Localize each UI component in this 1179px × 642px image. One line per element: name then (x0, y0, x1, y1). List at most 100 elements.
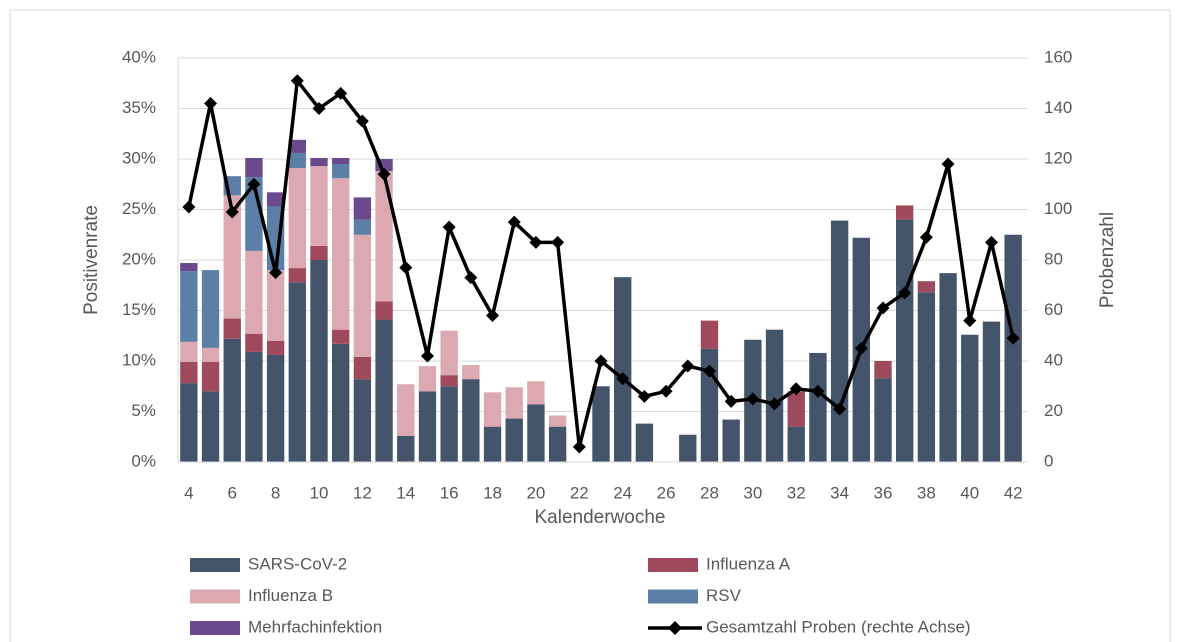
bar-segment (288, 268, 306, 283)
bar-segment (592, 386, 610, 462)
line-marker (898, 286, 912, 300)
x-tick-label: 16 (440, 483, 459, 502)
x-tick-label: 4 (184, 483, 193, 502)
bar-segment (787, 391, 805, 427)
y-tick-label: 30% (122, 148, 156, 167)
bar-segment (397, 384, 415, 436)
bar-segment (266, 354, 285, 462)
bar-segment (874, 378, 892, 462)
x-tick-label: 40 (960, 483, 979, 502)
line-marker (225, 205, 239, 219)
bar-segment (830, 220, 849, 462)
legend-swatch (648, 558, 698, 572)
line-marker (334, 86, 348, 100)
bar-segment (527, 381, 545, 405)
x-tick-label: 12 (353, 483, 372, 502)
y2-tick-label: 20 (1044, 401, 1063, 420)
bar-segment (266, 340, 285, 355)
bar-segment (332, 329, 350, 344)
line-marker (724, 394, 738, 408)
y2-tick-label: 40 (1044, 350, 1063, 369)
bar-segment (548, 426, 567, 462)
line-marker (1006, 331, 1020, 345)
bar-segment (917, 281, 936, 293)
line-marker (486, 309, 500, 323)
bar-segment (353, 234, 372, 357)
bar-segment (353, 219, 372, 235)
y-tick-label: 40% (122, 47, 156, 66)
line-marker (637, 389, 651, 403)
line-marker (442, 220, 456, 234)
bar-segment (418, 391, 437, 462)
bar-segment (288, 282, 306, 462)
x-tick-label: 34 (830, 483, 849, 502)
bar-segment (787, 426, 805, 462)
bar-segment (245, 333, 263, 352)
y-tick-label: 35% (122, 98, 156, 117)
line-marker (182, 200, 196, 214)
y-tick-label: 0% (131, 451, 156, 470)
bar-segment (896, 219, 914, 462)
x-tick-label: 18 (483, 483, 502, 502)
y2-tick-label: 100 (1044, 199, 1072, 218)
x-tick-label: 38 (917, 483, 936, 502)
x-axis-title: Kalenderwoche (535, 507, 666, 528)
bar-segment (288, 139, 306, 153)
bar-segment (288, 168, 306, 269)
line-marker (247, 177, 261, 191)
bar-segment (765, 329, 784, 462)
line-marker (399, 261, 413, 275)
line-marker (941, 157, 955, 171)
bar-segment (310, 166, 328, 246)
bar-segment (722, 419, 740, 462)
line-marker (659, 384, 673, 398)
x-tick-label: 30 (743, 483, 762, 502)
bar-segment (310, 157, 328, 167)
legend-label: Gesamtzahl Proben (rechte Achse) (706, 617, 971, 636)
legend-label: RSV (706, 586, 742, 605)
legend-label: SARS-CoV-2 (248, 554, 347, 573)
bar-segment (180, 271, 198, 342)
bar-segment (397, 435, 415, 462)
y2-axis-title: Probenzahl (1097, 212, 1118, 308)
bar-segment (201, 347, 220, 363)
bar-segment (462, 365, 480, 380)
bar-segment (375, 319, 393, 462)
bar-segment (245, 250, 263, 334)
line-marker (377, 167, 391, 181)
bar-segment (266, 192, 285, 207)
legend-label: Influenza A (706, 554, 791, 573)
x-tick-label: 28 (700, 483, 719, 502)
bar-segment (1004, 234, 1022, 462)
bar-segment (874, 361, 892, 379)
legend-swatch (190, 621, 240, 635)
line-marker (984, 235, 998, 249)
bar-segment (332, 164, 350, 179)
line-marker (702, 364, 716, 378)
bar-segment (896, 205, 914, 220)
bar-segment (180, 341, 198, 363)
x-tick-label: 36 (874, 483, 893, 502)
bar-segment (505, 418, 523, 462)
bar-segment (440, 375, 458, 387)
bar-segment (353, 356, 372, 380)
bar-segment (353, 197, 372, 220)
y2-tick-label: 160 (1044, 47, 1072, 66)
x-tick-label: 24 (613, 483, 632, 502)
bar-segment (332, 178, 350, 330)
bar-segment (223, 195, 241, 319)
line-marker (290, 74, 304, 88)
y2-tick-label: 60 (1044, 300, 1063, 319)
legend-swatch (648, 589, 698, 604)
line-marker (594, 354, 608, 368)
x-tick-label: 6 (227, 483, 236, 502)
line-marker (746, 392, 760, 406)
bar-segment (700, 320, 719, 349)
y-tick-label: 10% (122, 350, 156, 369)
line-marker (269, 266, 283, 280)
x-tick-label: 32 (787, 483, 806, 502)
bar-segment (961, 334, 979, 462)
line-marker (616, 372, 630, 386)
bar-segment (245, 157, 263, 178)
